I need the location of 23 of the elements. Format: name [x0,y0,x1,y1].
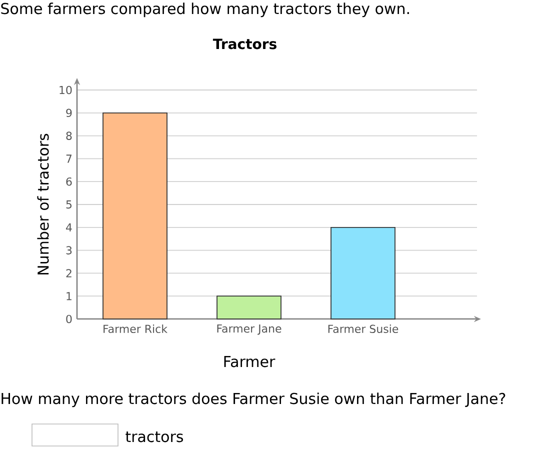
bar [102,112,168,320]
y-tick-label: 4 [66,223,72,232]
bar [216,296,282,320]
x-tick-label: Farmer Susie [328,324,398,334]
y-axis-title: Number of tractors [37,134,49,274]
text: Some farmers compared how many tractors they own. [1,2,409,18]
chart-title: Tractors [212,38,276,50]
y-tick-label: 2 [66,269,72,278]
text: How many more tractors does Farmer Susie own than Farmer Jane? [2,392,506,408]
y-tick-label: 3 [66,246,72,254]
x-axis-title: Farmer [224,356,276,368]
y-tick-label: 9 [66,108,72,118]
y-tick-label: 10 [60,86,72,94]
text: tractors [126,431,183,442]
y-tick-label: 7 [66,154,72,163]
y-tick-label: 1 [66,292,72,300]
y-tick-label: 6 [66,177,72,186]
y-tick-label: 8 [66,132,72,140]
x-tick-label: Farmer Jane [217,324,282,335]
x-tick-label: Farmer Rick [104,324,168,334]
y-tick-label: 5 [66,200,72,209]
y-tick-label: 0 [66,314,72,324]
bar [330,226,396,320]
